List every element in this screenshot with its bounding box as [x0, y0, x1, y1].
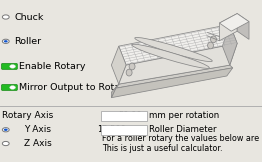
Text: ▼: ▼	[142, 130, 146, 134]
Text: ▲: ▲	[142, 125, 146, 130]
FancyBboxPatch shape	[2, 85, 17, 90]
Polygon shape	[219, 14, 237, 41]
Polygon shape	[111, 46, 126, 84]
Circle shape	[2, 141, 9, 146]
Ellipse shape	[208, 42, 214, 49]
Text: Roller Diameter: Roller Diameter	[149, 125, 217, 134]
Circle shape	[10, 86, 15, 89]
Ellipse shape	[129, 63, 135, 70]
Text: mm per rotation: mm per rotation	[149, 111, 220, 121]
Circle shape	[2, 39, 9, 43]
FancyBboxPatch shape	[2, 64, 17, 69]
Ellipse shape	[126, 69, 132, 76]
Text: For a roller rotary the values below are not required.
This is just a useful cal: For a roller rotary the values below are…	[102, 134, 262, 153]
FancyBboxPatch shape	[101, 111, 147, 121]
Circle shape	[4, 129, 8, 131]
Ellipse shape	[135, 37, 212, 62]
Text: Z Axis: Z Axis	[24, 139, 51, 148]
Text: Enable Rotary: Enable Rotary	[19, 62, 86, 71]
Text: ▼: ▼	[142, 116, 146, 121]
Text: Roller: Roller	[14, 37, 41, 46]
Text: Y Axis: Y Axis	[24, 125, 51, 134]
Text: 15.500mm: 15.500mm	[97, 125, 142, 134]
Ellipse shape	[132, 44, 209, 68]
Polygon shape	[116, 65, 233, 88]
Text: Mirror Output to Rotary: Mirror Output to Rotary	[19, 83, 130, 92]
Text: Chuck: Chuck	[14, 12, 43, 22]
FancyBboxPatch shape	[101, 125, 147, 135]
Circle shape	[10, 65, 15, 68]
Polygon shape	[119, 24, 237, 65]
Polygon shape	[119, 43, 237, 84]
Text: 50.00: 50.00	[118, 111, 142, 121]
Polygon shape	[219, 14, 249, 31]
Text: Rotary Axis: Rotary Axis	[2, 111, 53, 121]
Polygon shape	[237, 14, 249, 39]
Circle shape	[2, 15, 9, 19]
Polygon shape	[111, 68, 233, 98]
Circle shape	[4, 40, 8, 42]
Circle shape	[2, 128, 9, 132]
Polygon shape	[111, 84, 119, 98]
Ellipse shape	[211, 36, 216, 43]
Text: ▲: ▲	[142, 111, 146, 116]
Polygon shape	[222, 24, 237, 65]
